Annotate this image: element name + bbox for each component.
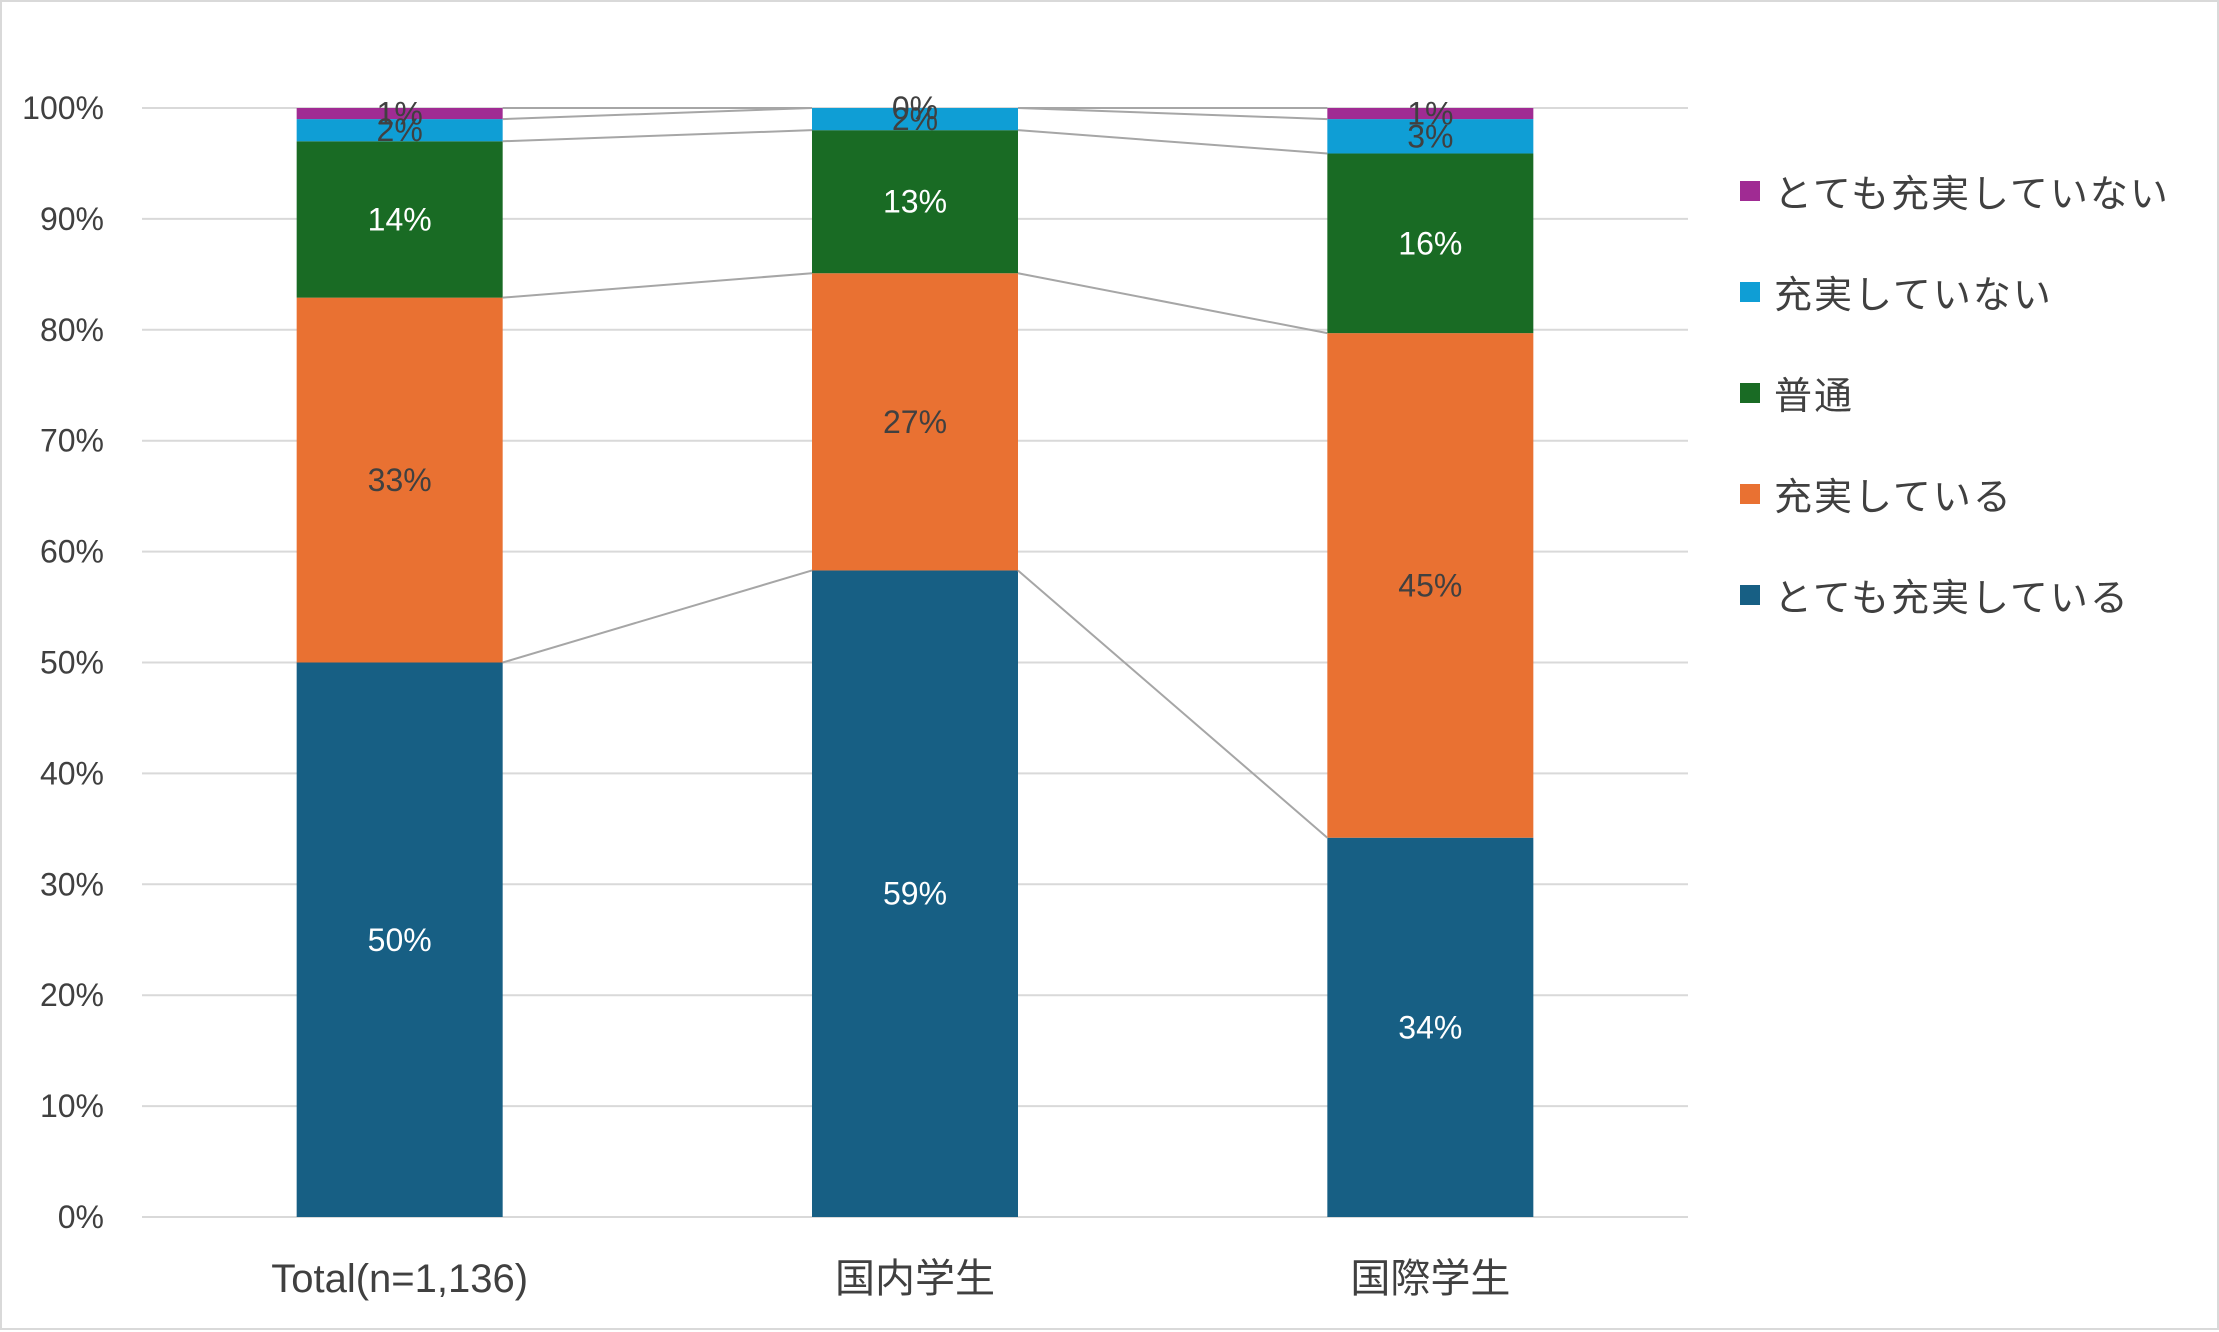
legend-swatch (1740, 281, 1760, 302)
x-category-label: Total(n=1,136) (271, 1257, 528, 1301)
legend-item: 充実していない (1740, 241, 2210, 342)
y-tick-label: 90% (40, 201, 104, 237)
y-tick-label: 50% (40, 645, 104, 681)
bar-segment (812, 130, 1018, 274)
legend-label: とても充実している (1774, 578, 2130, 620)
legend-item: とても充実していない (1740, 140, 2210, 241)
data-label: 59% (883, 876, 947, 912)
series-line (502, 569, 813, 664)
bar-segment (812, 570, 1018, 1217)
series-line (502, 272, 813, 299)
bar-segment (296, 141, 503, 298)
y-tick-label: 0% (58, 1199, 104, 1235)
data-label: 14% (368, 201, 432, 237)
y-tick-label: 40% (40, 755, 104, 791)
legend-swatch (1740, 382, 1760, 403)
y-tick-label: 10% (40, 1088, 104, 1124)
legend: とても充実していない 充実していない 普通充実しているとても充実している (1740, 140, 2210, 645)
legend-label: 充実していない (1774, 275, 2053, 317)
x-category-label: 国際学生 (1350, 1257, 1510, 1301)
y-tick-label: 80% (40, 312, 104, 348)
legend-swatch (1740, 180, 1760, 201)
y-tick-label: 70% (40, 423, 104, 459)
data-label: 0% (892, 90, 938, 126)
y-axis: 0% 10% 20% 30% 40% 50% 60% 70% 80% 90% 100% (22, 90, 104, 1235)
y-tick-label: 30% (40, 866, 104, 902)
legend-swatch (1740, 483, 1760, 504)
data-label: 27% (883, 404, 947, 440)
data-label: 16% (1398, 225, 1462, 261)
data-label: 45% (1398, 567, 1462, 603)
y-tick-label: 60% (40, 534, 104, 570)
bar-segment (1327, 333, 1534, 838)
bars (296, 108, 1534, 1217)
bar-segment (296, 108, 503, 120)
bar-segment (1327, 153, 1534, 334)
data-label: 1% (377, 96, 423, 132)
x-category-label: 国内学生 (835, 1257, 995, 1301)
data-label: 2% (892, 101, 938, 137)
legend-label: 普通 (1774, 376, 1855, 418)
data-label: 13% (883, 184, 947, 220)
bar-segment (1327, 119, 1534, 154)
bar-segment (1327, 837, 1534, 1217)
y-tick-label: 20% (40, 977, 104, 1013)
legend-item: 普通 (1740, 342, 2210, 443)
legend-label: とても充実していない (1774, 174, 2170, 216)
bar-segment (296, 119, 503, 142)
bar-segment (296, 297, 503, 663)
data-label: 50% (368, 922, 432, 958)
bar-segment (1327, 108, 1534, 120)
legend-item: 充実している (1740, 443, 2210, 544)
data-labels: 50%33%14%2%1%59%27%13%2%0%34%45%16%3%1% (368, 90, 1463, 1045)
series-line (1017, 129, 1328, 155)
data-label: 34% (1398, 1009, 1462, 1045)
series-line (502, 107, 813, 121)
series-line (1017, 107, 1328, 121)
data-label: 1% (1407, 96, 1453, 132)
data-label: 3% (1407, 118, 1453, 154)
series-line (1017, 569, 1328, 839)
bar-segment (296, 662, 503, 1217)
legend-item: とても充実している (1740, 544, 2210, 645)
series-line (502, 129, 813, 143)
series-lines (502, 107, 1328, 839)
x-axis: Total(n=1,136) 国内学生 国際学生 (271, 1257, 1510, 1301)
legend-swatch (1740, 584, 1760, 605)
legend-label: 充実している (1774, 477, 2013, 519)
bar-segment (812, 273, 1018, 571)
y-tick-label: 100% (22, 90, 104, 126)
data-label: 2% (377, 112, 423, 148)
bar-segment (812, 108, 1018, 131)
data-label: 33% (368, 462, 432, 498)
series-line (1017, 272, 1328, 335)
